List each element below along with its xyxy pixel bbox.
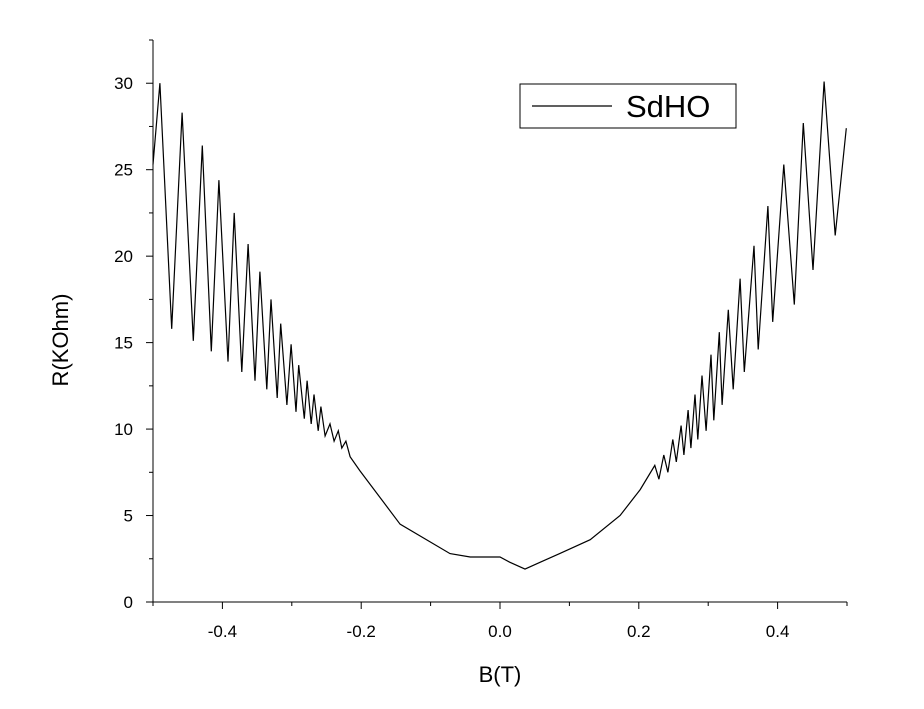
x-tick-label: -0.4	[208, 622, 237, 641]
x-tick-label: 0.4	[766, 622, 790, 641]
y-axis-label: R(KOhm)	[48, 294, 73, 387]
y-tick-label: 20	[114, 247, 133, 266]
x-axis-label: B(T)	[479, 662, 522, 687]
x-tick-label: -0.2	[347, 622, 376, 641]
legend-label: SdHO	[626, 89, 710, 124]
y-tick-label: 0	[124, 593, 133, 612]
x-tick-label: 0.0	[488, 622, 512, 641]
y-tick-label: 15	[114, 334, 133, 353]
y-tick-label: 5	[124, 507, 133, 526]
y-tick-label: 25	[114, 161, 133, 180]
data-line	[152, 81, 847, 570]
x-tick-label: 0.2	[627, 622, 651, 641]
y-tick-label: 30	[114, 74, 133, 93]
y-tick-label: 10	[114, 420, 133, 439]
